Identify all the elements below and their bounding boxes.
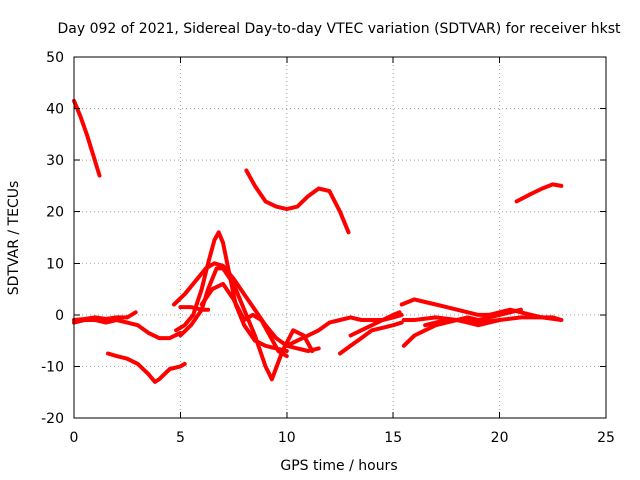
y-tick-label: 30 [46, 153, 64, 169]
chart-title: Day 092 of 2021, Sidereal Day-to-day VTE… [58, 21, 621, 37]
series-arc-5 [72, 310, 138, 322]
series-arc-2 [244, 168, 351, 235]
x-tick-label: 0 [70, 430, 79, 446]
axis-ticks [73, 56, 607, 419]
series-arc-6 [106, 351, 187, 384]
x-tick-label: 15 [384, 430, 402, 446]
y-tick-label: -20 [41, 411, 64, 427]
y-tick-label: -10 [41, 359, 64, 375]
y-tick-label: 20 [46, 205, 64, 221]
y-axis-label: SDTVAR / TECUs [6, 181, 22, 296]
series-arc-17 [401, 315, 564, 325]
plot-frame [73, 56, 607, 419]
series-arc-3 [514, 182, 564, 204]
series-arc-14 [348, 310, 402, 338]
series-arc-7 [172, 261, 321, 353]
grid [74, 57, 606, 418]
series-arc-18 [423, 318, 502, 328]
series-arc-4 [72, 318, 183, 341]
x-axis-label: GPS time / hours [280, 458, 397, 474]
data-series-group [72, 98, 564, 384]
series-arc-9 [178, 266, 315, 382]
series-arc-11 [199, 281, 289, 359]
x-tick-label: 5 [176, 430, 185, 446]
series-arc-1 [72, 98, 102, 178]
y-tick-label: 40 [46, 102, 64, 118]
x-tick-label: 20 [491, 430, 509, 446]
x-tick-label: 25 [597, 430, 615, 446]
x-tick-label: 10 [278, 430, 296, 446]
series-arc-10 [178, 305, 211, 312]
tick-labels: 0 5 10 15 20 25 -20 -10 0 10 20 30 40 50 [41, 50, 615, 446]
y-tick-label: 10 [46, 256, 64, 272]
y-tick-label: 0 [55, 308, 64, 324]
series-arc-13 [338, 320, 404, 356]
y-tick-label: 50 [46, 50, 64, 66]
